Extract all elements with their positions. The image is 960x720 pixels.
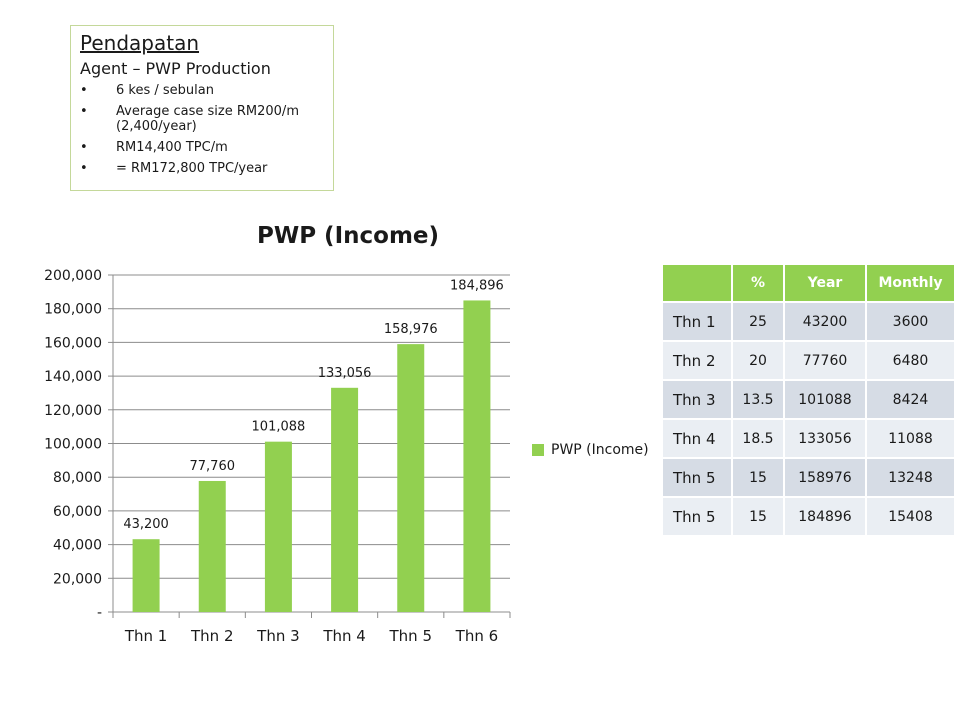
info-bullet-item: • RM14,400 TPC/m — [80, 140, 324, 155]
table-row: Thn 1 25 43200 3600 — [663, 302, 956, 342]
table-row: Thn 5 15 184896 15408 — [663, 497, 956, 537]
bar — [132, 539, 160, 612]
y-tick-label: 60,000 — [53, 504, 102, 520]
y-tick-label: - — [97, 605, 102, 621]
income-info-box: Pendapatan Agent – PWP Production • 6 kes… — [70, 25, 334, 191]
legend-label: PWP (Income) — [551, 442, 649, 458]
chart-legend: PWP (Income) — [532, 442, 649, 458]
x-tick-label: Thn 6 — [455, 627, 499, 645]
table-cell: Thn 5 — [663, 497, 733, 537]
info-bullet-list: • 6 kes / sebulan • Average case size RM20… — [80, 83, 324, 176]
table-cell: 11088 — [866, 419, 956, 459]
y-tick-label: 20,000 — [53, 571, 102, 587]
y-tick-label: 100,000 — [44, 437, 102, 453]
table-cell: 184896 — [784, 497, 867, 537]
bar — [397, 344, 425, 612]
y-tick-label: 40,000 — [53, 538, 102, 554]
y-tick-label: 120,000 — [44, 403, 102, 419]
table-cell: 25 — [732, 302, 785, 342]
table-header-cell — [663, 265, 733, 303]
info-bullet-item: • Average case size RM200/m (2,400/year) — [80, 104, 324, 134]
table-cell: 77760 — [784, 341, 867, 381]
info-bullet-item: • 6 kes / sebulan — [80, 83, 324, 98]
info-subheading: Agent – PWP Production — [80, 59, 271, 78]
table-row: Thn 4 18.5 133056 11088 — [663, 419, 956, 459]
x-tick-label: Thn 2 — [190, 627, 234, 645]
table-cell: Thn 4 — [663, 419, 733, 459]
bar — [198, 480, 226, 612]
table-cell: 8424 — [866, 380, 956, 420]
bullet-icon: • — [80, 104, 88, 119]
y-tick-label: 80,000 — [53, 470, 102, 486]
table-row: Thn 2 20 77760 6480 — [663, 341, 956, 381]
income-table: % Year Monthly Thn 1 25 43200 3600 Thn 2… — [663, 265, 956, 537]
table-cell: 15 — [732, 458, 785, 498]
table-cell: Thn 2 — [663, 341, 733, 381]
y-tick-label: 140,000 — [44, 369, 102, 385]
x-tick-label: Thn 1 — [124, 627, 168, 645]
y-tick-label: 180,000 — [44, 302, 102, 318]
table-cell: 6480 — [866, 341, 956, 381]
bullet-icon: • — [80, 83, 88, 98]
info-heading: Pendapatan — [80, 31, 200, 55]
y-tick-label: 160,000 — [44, 335, 102, 351]
table-cell: 133056 — [784, 419, 867, 459]
table-cell: Thn 1 — [663, 302, 733, 342]
data-label: 77,760 — [190, 459, 236, 474]
table-cell: Thn 5 — [663, 458, 733, 498]
data-label: 101,088 — [252, 420, 306, 435]
bar — [264, 441, 292, 612]
table-cell: 15408 — [866, 497, 956, 537]
table-cell: 18.5 — [732, 419, 785, 459]
table-row: Thn 5 15 158976 13248 — [663, 458, 956, 498]
table-cell: 20 — [732, 341, 785, 381]
data-label: 184,896 — [450, 278, 504, 293]
table-cell: 13248 — [866, 458, 956, 498]
table-row: Thn 3 13.5 101088 8424 — [663, 380, 956, 420]
x-tick-label: Thn 3 — [256, 627, 300, 645]
table-cell: 13.5 — [732, 380, 785, 420]
data-label: 43,200 — [123, 517, 169, 532]
x-tick-label: Thn 4 — [322, 627, 366, 645]
table-header-cell: Year — [784, 265, 867, 303]
table-cell: 158976 — [784, 458, 867, 498]
y-tick-label: 200,000 — [44, 268, 102, 284]
info-bullet-text: = RM172,800 TPC/year — [116, 161, 268, 176]
legend-swatch — [532, 444, 544, 456]
data-label: 158,976 — [384, 322, 438, 337]
table-cell: 3600 — [866, 302, 956, 342]
table-cell: 15 — [732, 497, 785, 537]
income-bar-chart: - 20,000 40,000 60,000 80,000 100,000 120,000 1… — [44, 268, 511, 645]
info-bullet-item: • = RM172,800 TPC/year — [80, 161, 324, 176]
table-header-cell: Monthly — [866, 265, 956, 303]
info-bullet-text: RM14,400 TPC/m — [116, 140, 228, 155]
bullet-icon: • — [80, 161, 88, 176]
table-cell: 101088 — [784, 380, 867, 420]
table-header-cell: % — [732, 265, 785, 303]
bullet-icon: • — [80, 140, 88, 155]
chart-title: PWP (Income) — [256, 223, 440, 249]
info-bullet-text: Average case size RM200/m (2,400/year) — [116, 104, 299, 134]
table-header-row: % Year Monthly — [663, 265, 956, 303]
table-cell: 43200 — [784, 302, 867, 342]
bar — [331, 387, 359, 612]
info-bullet-text: 6 kes / sebulan — [116, 83, 214, 98]
data-label: 133,056 — [318, 366, 372, 381]
bar — [463, 300, 491, 612]
x-tick-label: Thn 5 — [389, 627, 433, 645]
table-cell: Thn 3 — [663, 380, 733, 420]
